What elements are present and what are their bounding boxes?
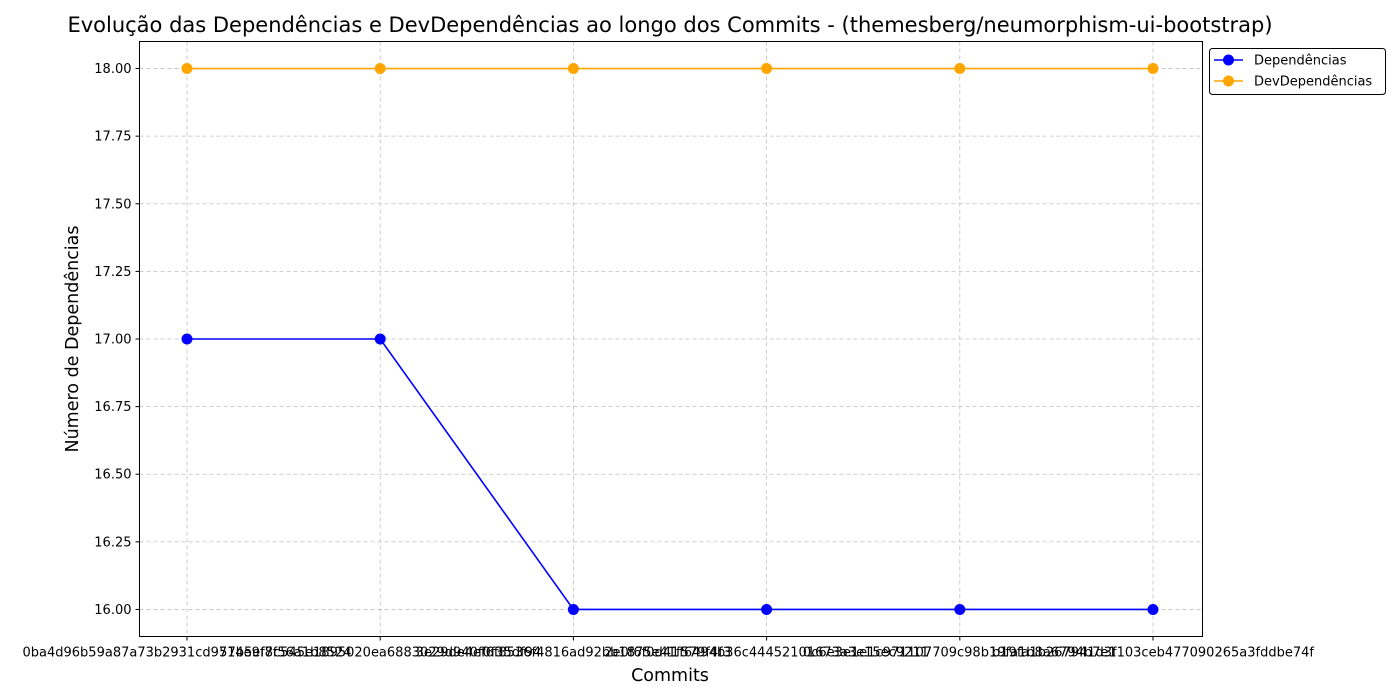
y-tick-label: 17.25 <box>94 265 131 280</box>
data-point <box>1147 63 1159 75</box>
x-tick-label: 3e29de4ef6f8536f4816ad92bb1875e41f579f4f… <box>416 646 731 661</box>
data-point <box>761 63 773 75</box>
series-line-0 <box>187 338 1153 611</box>
legend-marker <box>1223 75 1234 87</box>
x-axis-label: Commits <box>631 666 709 686</box>
y-axis: 16.00 16.25 16.50 16.75 17.00 17.25 17.50 17.75… <box>94 62 140 618</box>
data-point <box>954 603 966 615</box>
y-tick-label: 16.50 <box>94 468 131 483</box>
y-tick-label: 17.75 <box>94 130 131 145</box>
y-tick-label: 17.00 <box>94 333 131 348</box>
chart-title: Evolução das Dependências e DevDependênc… <box>67 13 1272 37</box>
x-tick-label: 0ba4d96b59a87a73b2931cd9714e9f7f56a1b852… <box>23 646 352 661</box>
data-point <box>567 63 579 75</box>
legend-frame <box>1209 48 1386 95</box>
x-tick-label: b19fa1b267941d3f103ceb477090265a3fddbe74… <box>992 646 1314 661</box>
x-tick-label: 0c6e3e1e1c971107709c98b19fa1b8a6794b7e1 <box>803 646 1117 661</box>
y-tick-label: 16.25 <box>94 535 131 550</box>
legend-marker <box>1223 54 1234 66</box>
data-point <box>181 63 193 75</box>
data-point <box>374 63 386 75</box>
y-tick-label: 17.50 <box>94 197 131 212</box>
x-axis: 0ba4d96b59a87a73b2931cd9714e9f7f56a1b852… <box>23 636 1314 661</box>
data-point <box>954 63 966 75</box>
y-axis-label: Número de Dependências <box>63 225 83 452</box>
series-layer <box>181 63 1159 615</box>
legend-label: DevDependências <box>1254 75 1372 90</box>
y-tick-label: 16.75 <box>94 400 131 415</box>
data-point <box>181 333 193 345</box>
legend: Dependências DevDependências <box>1209 48 1386 95</box>
legend-label: Dependências <box>1254 54 1347 69</box>
data-point <box>567 603 579 615</box>
y-tick-label: 18.00 <box>94 62 131 77</box>
y-tick-label: 16.00 <box>94 603 131 618</box>
data-point <box>374 333 386 345</box>
data-point <box>1147 603 1159 615</box>
data-point <box>761 603 773 615</box>
x-tick-label: 57b5ef8c545e1895020ea6883029d940f0f35df9… <box>219 646 541 661</box>
x-tick-label: 2e0f6f0d41f6494b36c44452101673a3e15ec921… <box>604 646 929 661</box>
